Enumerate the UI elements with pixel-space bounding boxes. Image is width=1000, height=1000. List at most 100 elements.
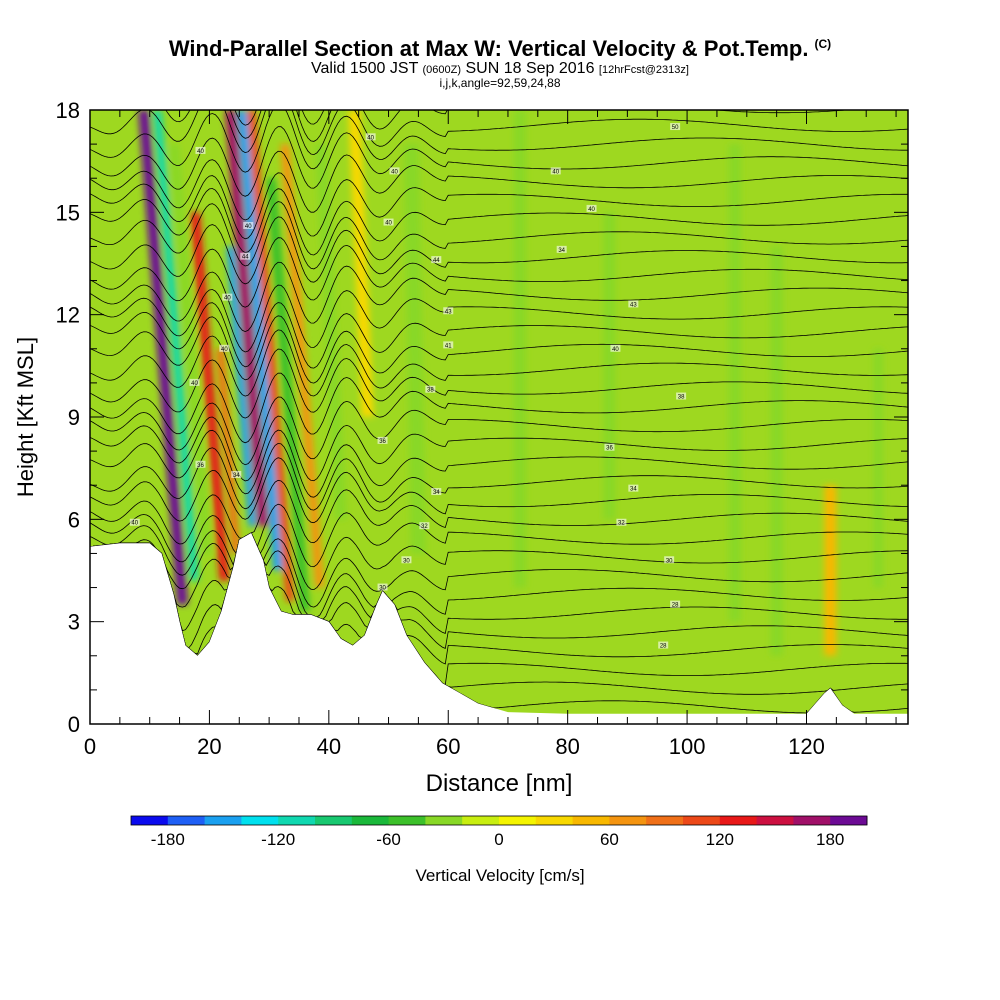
colorbar-label: Vertical Velocity [cm/s] xyxy=(415,866,584,885)
isentrope-line xyxy=(90,126,908,197)
chart-subtitle: Valid 1500 JST (0600Z) SUN 18 Sep 2016 [… xyxy=(0,60,1000,78)
isentrope-label-bg xyxy=(377,583,388,591)
colorbar-swatch xyxy=(756,816,794,825)
isentrope-label: 44 xyxy=(433,258,440,264)
x-axis-label: Distance [nm] xyxy=(426,770,573,797)
colorbar-tick-label: -180 xyxy=(151,830,185,849)
isentrope-line xyxy=(90,532,908,649)
isentrope-label: 43 xyxy=(445,309,452,315)
isentrope-label-bg xyxy=(383,218,394,226)
velocity-band xyxy=(873,348,883,588)
isentrope-label: 30 xyxy=(379,586,386,592)
y-tick-label: 3 xyxy=(68,610,80,635)
velocity-band xyxy=(770,246,783,656)
isentrope-label: 50 xyxy=(672,125,679,131)
isentrope-label-bg xyxy=(129,518,140,526)
y-tick-label: 9 xyxy=(68,405,80,430)
isentrope-label-bg xyxy=(676,392,687,400)
colorbar-swatch xyxy=(793,816,831,825)
isentrope-line xyxy=(110,110,852,142)
isentrope-line xyxy=(90,523,908,591)
isentrope-label: 40 xyxy=(552,169,559,175)
isentrope-line xyxy=(90,503,908,568)
isentrope-line xyxy=(90,396,908,466)
isentrope-label-bg xyxy=(401,556,412,564)
isentrope-line xyxy=(90,284,908,353)
isentrope-label: 40 xyxy=(245,224,252,230)
isentrope-label: 32 xyxy=(421,524,428,530)
isentrope-label-bg xyxy=(550,167,561,175)
isentrope-label: 38 xyxy=(427,388,434,394)
isentrope-line xyxy=(90,372,908,444)
isentrope-contours xyxy=(90,110,908,714)
isentrope-label-bg xyxy=(243,221,254,229)
isentrope-line xyxy=(90,532,908,608)
subtitle-date: SUN 18 Sep 2016 xyxy=(465,60,595,77)
isentrope-label: 40 xyxy=(131,521,138,527)
isentrope-line xyxy=(90,110,908,156)
colorbar-swatch xyxy=(609,816,647,825)
colorbar-swatch xyxy=(131,816,169,825)
colorbar-swatch xyxy=(388,816,426,825)
colorbar-swatch xyxy=(315,816,353,825)
isentrope-label: 34 xyxy=(558,248,565,254)
isentrope-line xyxy=(90,348,908,419)
colorbar-swatch xyxy=(278,816,316,825)
chart-title: Wind-Parallel Section at Max W: Vertical… xyxy=(168,36,832,61)
x-tick-label: 40 xyxy=(317,734,341,759)
isentrope-line xyxy=(90,457,908,524)
velocity-band xyxy=(280,144,325,588)
colorbar-swatch xyxy=(719,816,758,825)
colorbar-swatch xyxy=(462,816,500,825)
isentrope-label-bg xyxy=(240,252,251,260)
x-axis: 0 20 40 60 80 100 120 xyxy=(84,110,897,759)
y-tick-label: 15 xyxy=(56,200,80,225)
subtitle-forecast: [12hrFcst@2313z] xyxy=(598,64,689,76)
isentrope-label-bg xyxy=(616,518,627,526)
isentrope-label-bg xyxy=(389,167,400,175)
velocity-band xyxy=(403,144,426,554)
isentrope-label: 40 xyxy=(197,149,204,155)
isentrope-label-bg xyxy=(443,307,454,315)
isentrope-label-bg xyxy=(231,470,242,478)
isentrope-label: 36 xyxy=(379,439,386,445)
x-tick-label: 100 xyxy=(669,734,706,759)
colorbar-swatch xyxy=(646,816,684,825)
terrain-mask xyxy=(90,533,908,724)
isentrope-label-bg xyxy=(222,293,233,301)
colorbar: -180 -120 -60 0 60 120 180 xyxy=(130,815,868,849)
isentrope-label-bg xyxy=(195,460,206,468)
velocity-band xyxy=(138,110,188,605)
isentrope-line xyxy=(90,201,908,270)
isentrope-label-bg xyxy=(658,641,669,649)
isentrope-label: 40 xyxy=(385,221,392,227)
y-axis-label: Height [Kft MSL] xyxy=(13,337,38,497)
isentrope-label: 40 xyxy=(612,347,619,353)
isentrope-label: 28 xyxy=(672,603,679,609)
colorbar-frame xyxy=(130,815,868,826)
isentrope-label: 32 xyxy=(618,521,625,527)
isentrope-line xyxy=(90,188,908,256)
isentrope-line xyxy=(90,237,908,308)
isentrope-label-bg xyxy=(610,344,621,352)
isentrope-label-bg xyxy=(443,341,454,349)
colorbar-swatch xyxy=(683,816,721,825)
colorbar-tick-label: -120 xyxy=(261,830,295,849)
isentrope-label: 40 xyxy=(221,347,228,353)
isentrope-line xyxy=(90,172,908,240)
y-tick-label: 6 xyxy=(68,507,80,532)
isentrope-label: 44 xyxy=(242,255,249,261)
subtitle-valid-time: Valid 1500 JST xyxy=(311,60,419,77)
colorbar-swatch xyxy=(351,816,390,825)
x-tick-label: 20 xyxy=(197,734,221,759)
copyright-mark: (C) xyxy=(814,36,832,51)
colorbar-tick-label: -60 xyxy=(376,830,401,849)
isentrope-line xyxy=(90,329,908,397)
isentrope-line xyxy=(90,532,908,618)
isentrope-label-bg xyxy=(219,344,230,352)
y-tick-label: 0 xyxy=(68,712,80,737)
isentrope-label-bg xyxy=(604,443,615,451)
isentrope-label-bg xyxy=(189,378,200,386)
